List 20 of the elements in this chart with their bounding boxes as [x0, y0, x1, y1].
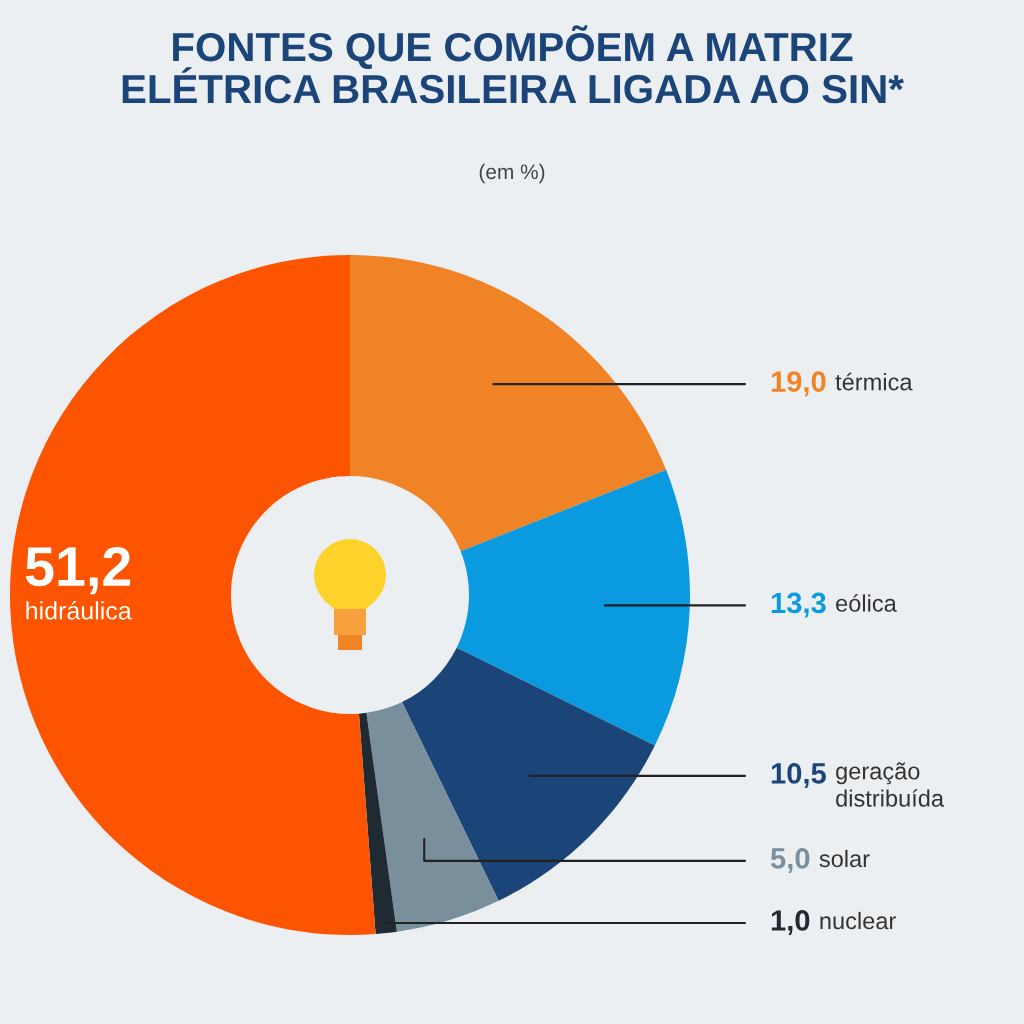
donut-slice — [358, 712, 397, 935]
slice-label: nuclear — [820, 911, 896, 930]
donut-slice — [402, 647, 655, 901]
data-label: 51,2 — [25, 546, 131, 595]
chart-title: FONTES QUE COMPÕEM A MATRIZ ELÉTRICA BRASILEIRA LIGADA AO SIN* — [122, 25, 904, 104]
data-label: 10,5 — [771, 763, 826, 788]
donut-slice — [10, 255, 376, 935]
data-label: 13,3 — [771, 592, 826, 618]
slice-label: eólica — [836, 594, 897, 612]
donut-slice — [366, 702, 499, 932]
data-label: 1,0 — [771, 910, 810, 935]
slice-label: hidráulica — [26, 600, 132, 620]
slice-label: térmica — [835, 372, 913, 391]
chart-subtitle: (em %) — [479, 163, 545, 184]
slice-label: geração distribuída — [836, 762, 945, 807]
slice-label: solar — [819, 849, 870, 868]
data-label: 5,0 — [770, 848, 810, 873]
donut-slice — [350, 255, 667, 552]
donut-slice — [456, 469, 690, 746]
data-label: 19,0 — [771, 371, 826, 397]
